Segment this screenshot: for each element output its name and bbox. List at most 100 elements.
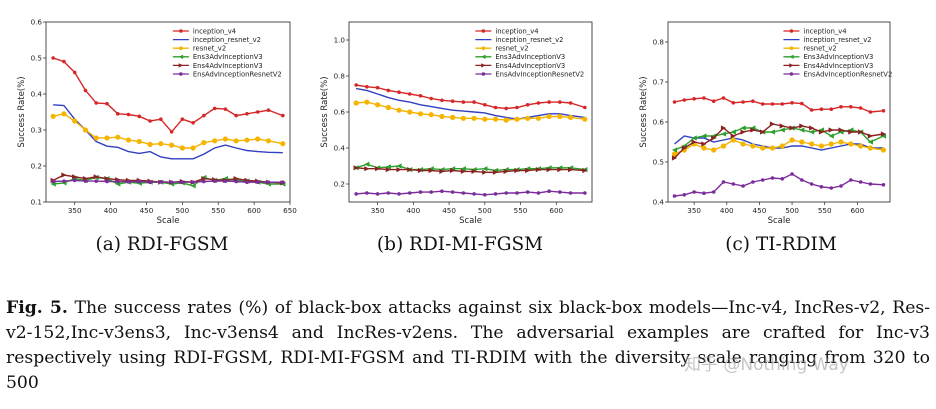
series-line [355, 163, 585, 172]
data-point [439, 168, 445, 174]
data-point [385, 104, 391, 111]
data-point [838, 127, 844, 133]
y-tick-label: 0.1 [31, 198, 42, 207]
data-point [799, 127, 805, 133]
data-point [809, 182, 814, 186]
data-point [385, 164, 391, 170]
data-point [397, 192, 401, 196]
x-tick-label: 500 [785, 206, 799, 215]
data-point [233, 176, 239, 182]
data-point [809, 125, 815, 131]
data-point [83, 179, 88, 183]
data-point [867, 145, 874, 151]
data-point [482, 169, 488, 175]
data-point [818, 129, 825, 135]
data-point [450, 190, 455, 194]
legend: inception_v4inception_resnet_v2resnet_v2… [783, 27, 892, 78]
data-point [223, 107, 228, 111]
data-point [711, 99, 716, 103]
data-point [880, 133, 887, 139]
data-point [546, 113, 552, 120]
legend-marker [179, 72, 183, 76]
data-point [525, 103, 530, 107]
data-point [769, 145, 776, 151]
data-point [61, 172, 67, 178]
series-line [674, 123, 884, 159]
data-point [386, 191, 391, 195]
data-point [450, 114, 456, 120]
series-inception_v4 [51, 56, 285, 134]
data-point [460, 115, 466, 121]
data-point [557, 167, 563, 173]
data-point [849, 178, 853, 182]
series-inception_v4 [354, 83, 587, 111]
data-point [800, 101, 804, 106]
figure-caption-text: The success rates (%) of black-box attac… [6, 298, 931, 393]
legend-label: resnet_v2 [193, 45, 226, 53]
data-point [848, 129, 854, 135]
data-point [881, 109, 886, 113]
series-resnet_v2 [353, 99, 588, 123]
data-point [721, 96, 726, 100]
data-point [201, 140, 207, 146]
data-point [428, 112, 434, 118]
data-point [461, 191, 466, 195]
x-tick-label: 550 [514, 206, 528, 215]
data-point [779, 123, 785, 129]
data-point [799, 123, 805, 129]
legend-label: Ens4AdvInceptionV3 [495, 62, 565, 70]
legend-marker [179, 46, 183, 50]
data-point [482, 103, 487, 107]
data-point [819, 185, 824, 189]
data-point [244, 137, 250, 143]
data-point [104, 176, 110, 182]
data-point [281, 113, 285, 118]
data-point [760, 178, 765, 182]
data-point [682, 193, 687, 197]
x-axis-label: Scale [768, 216, 791, 226]
x-tick-label: 450 [753, 206, 767, 215]
data-point [233, 138, 239, 144]
data-point [730, 133, 736, 139]
x-tick-label: 450 [442, 206, 456, 215]
data-point [583, 105, 587, 110]
data-point [245, 180, 249, 184]
data-point [440, 189, 444, 193]
legend-label: Ens3AdvInceptionV3 [193, 53, 263, 61]
data-point [582, 167, 588, 174]
data-point [702, 191, 706, 195]
series-EnsAdvInceptionResnetV2 [354, 189, 587, 197]
data-point [482, 116, 488, 122]
legend-label: Ens3AdvInceptionV3 [803, 53, 873, 61]
data-point [829, 186, 834, 190]
data-point [492, 169, 499, 175]
plot-area [45, 21, 291, 203]
data-point [751, 180, 755, 184]
data-point [760, 145, 766, 151]
data-point [780, 102, 785, 106]
legend-marker [481, 46, 486, 50]
data-point [159, 117, 163, 121]
subfigure-caption: (c) TI-RDIM [725, 234, 837, 255]
subfigure-caption: (b) RDI-MI-FGSM [377, 234, 543, 255]
legend-marker [789, 46, 794, 50]
x-tick-label: 600 [549, 206, 563, 215]
series-line [53, 179, 283, 183]
legend-label: resnet_v2 [495, 45, 528, 53]
y-tick-label: 0.4 [31, 90, 43, 99]
data-point [741, 100, 745, 104]
data-point [374, 166, 381, 172]
x-tick-label: 600 [247, 206, 261, 215]
data-point [504, 191, 509, 195]
y-tick-label: 0.6 [653, 118, 665, 127]
y-tick-label: 0.4 [653, 198, 665, 207]
data-point [397, 90, 401, 94]
data-point [62, 59, 66, 64]
data-point [202, 179, 206, 184]
figure-label: Fig. 5. [6, 298, 68, 318]
data-point [858, 129, 864, 135]
data-point [730, 137, 736, 143]
x-tick-label: 600 [850, 206, 864, 215]
series-line [53, 113, 283, 149]
